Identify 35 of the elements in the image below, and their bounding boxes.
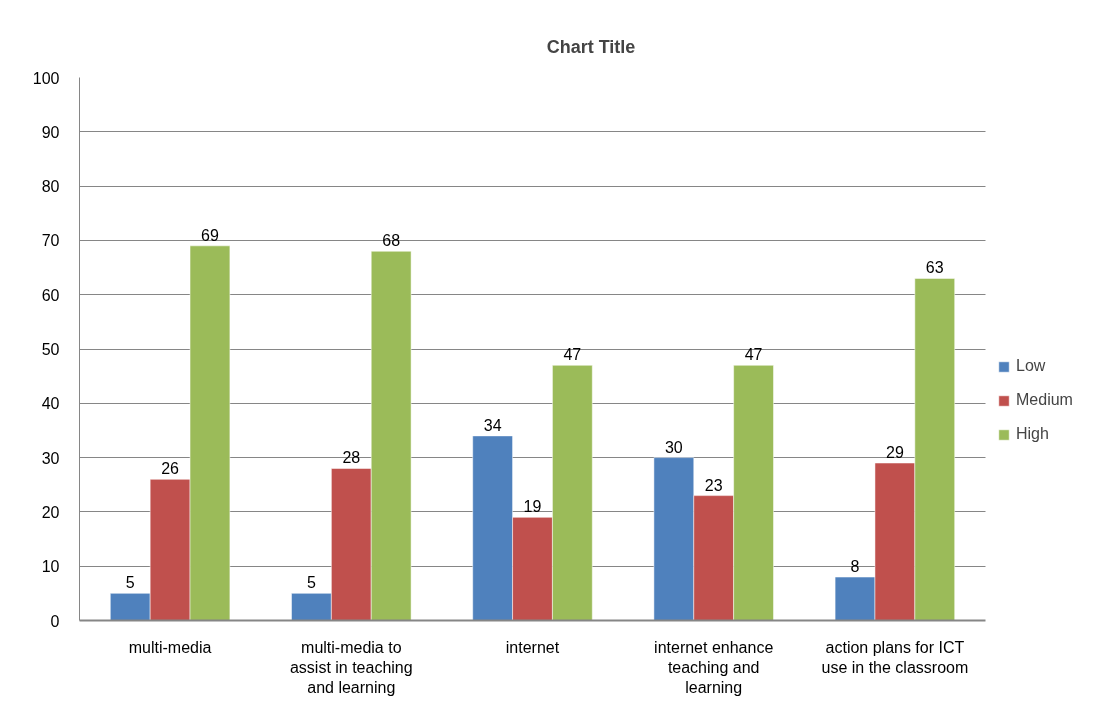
y-tick-label: 30 [41, 449, 60, 467]
data-label: 34 [483, 416, 502, 434]
y-tick-label: 100 [32, 69, 60, 87]
x-tick-label: internet [505, 638, 560, 656]
data-label: 47 [563, 346, 582, 364]
data-label: 30 [664, 438, 683, 456]
x-tick-label: action plans for ICT use in the classroom [821, 638, 969, 676]
y-tick-label: 10 [41, 558, 60, 576]
data-label: 5 [125, 574, 135, 592]
y-tick-label: 60 [41, 286, 60, 304]
x-tick-label: multi-media [128, 638, 212, 656]
y-tick-label: 80 [41, 178, 60, 196]
y-tick-label: 70 [41, 232, 60, 250]
legend-label: Low [1016, 357, 1046, 375]
data-label: 28 [342, 449, 361, 467]
y-tick-label: 0 [50, 612, 60, 630]
data-label: 23 [704, 476, 723, 494]
data-label: 19 [523, 498, 542, 516]
x-tick-label: multi-media to assist in teaching and learning [289, 638, 413, 697]
data-label: 29 [886, 444, 904, 462]
data-label: 5 [306, 574, 316, 592]
x-tick-label: internet enhance teaching and learning [654, 638, 774, 697]
y-tick-label: 90 [41, 123, 60, 141]
y-tick-label: 50 [41, 341, 60, 358]
data-label: 69 [201, 226, 219, 244]
data-label: 63 [925, 259, 944, 277]
data-label: 68 [382, 232, 401, 250]
data-label: 47 [744, 346, 763, 364]
y-tick-label: 20 [41, 503, 60, 521]
y-tick-label: 40 [41, 395, 60, 413]
legend-label: Medium [1016, 391, 1073, 409]
legend-label: High [1016, 425, 1049, 443]
chart-title: Chart Title [546, 37, 636, 57]
data-label: 26 [161, 460, 180, 478]
data-label: 8 [850, 558, 860, 576]
